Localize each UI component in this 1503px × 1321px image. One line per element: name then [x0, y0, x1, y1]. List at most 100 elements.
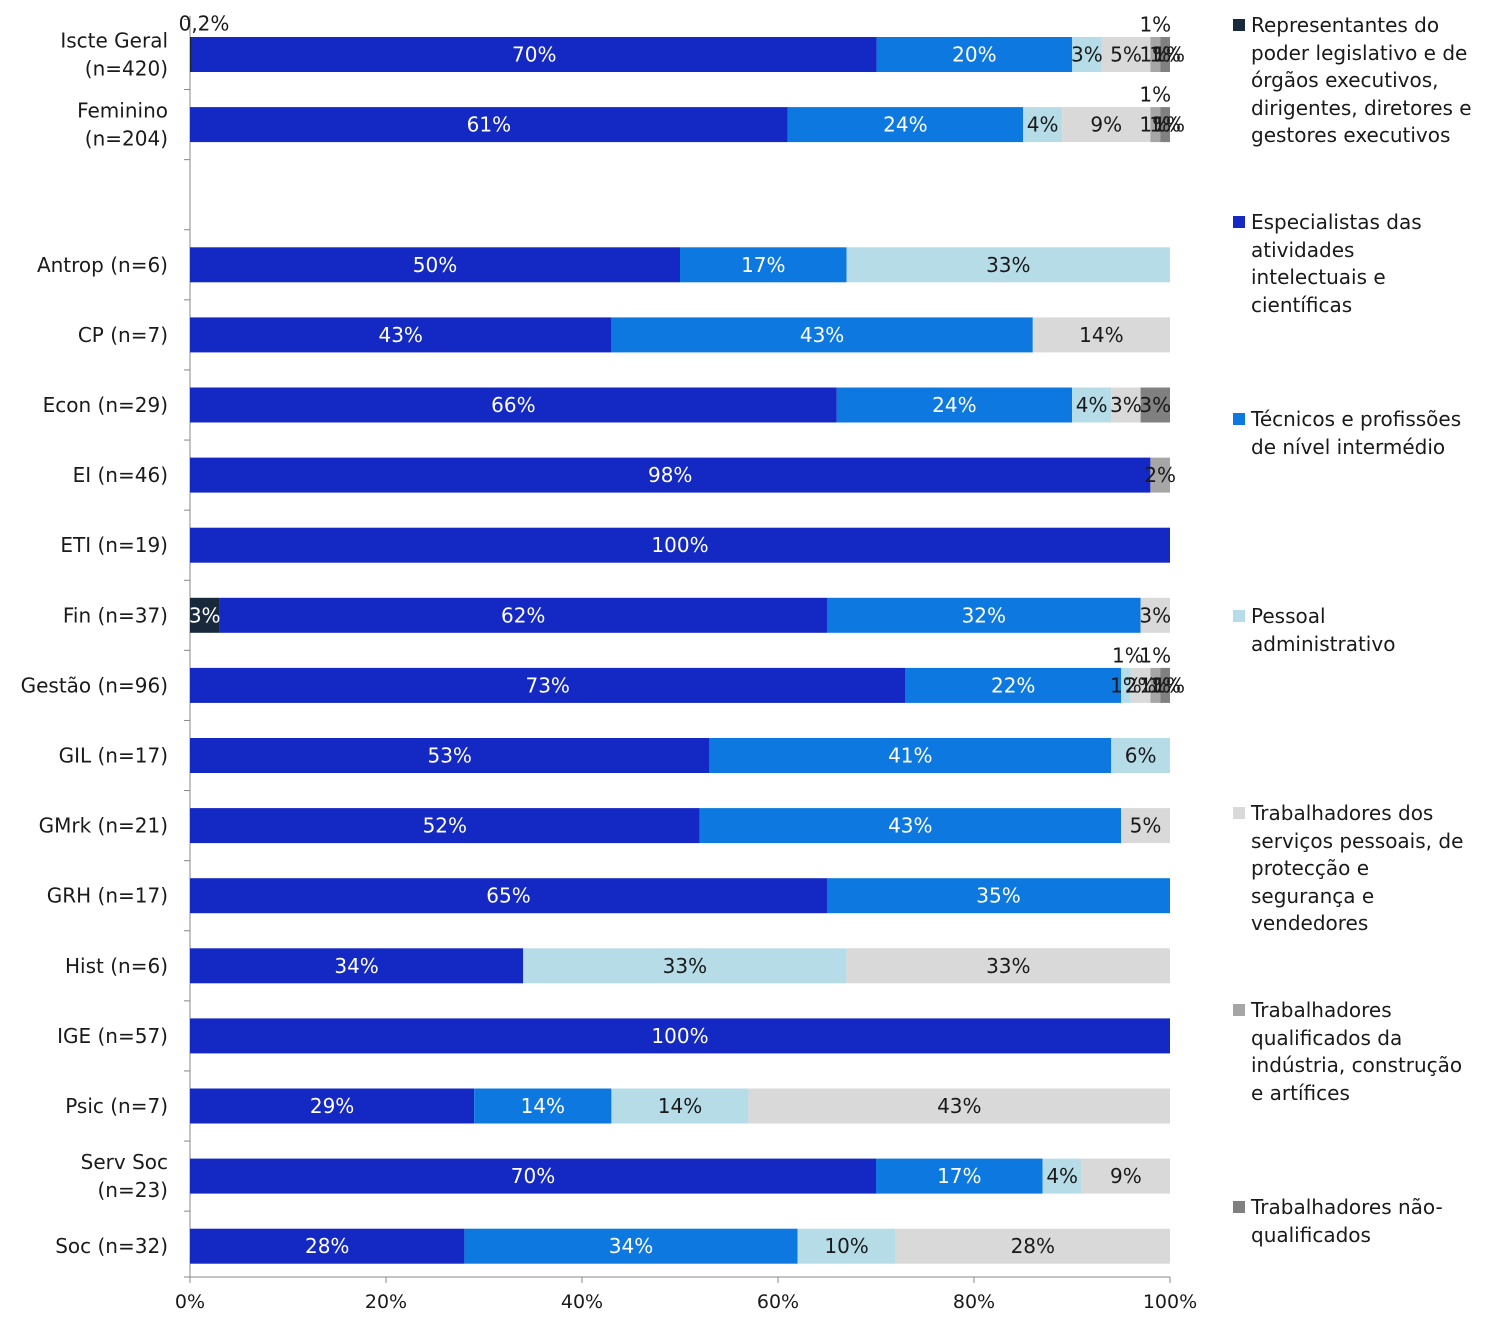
bar-callout-label: 1%	[1153, 673, 1185, 697]
y-category-label: ETI (n=19)	[60, 533, 168, 557]
bar-segment	[474, 1088, 612, 1124]
bar-data-label: 66%	[491, 393, 535, 417]
bar-segment	[1072, 37, 1102, 72]
bar-data-label: 41%	[888, 744, 932, 768]
bar-segment	[1150, 107, 1161, 143]
bar-data-label: 17%	[741, 253, 785, 277]
bar-segment	[190, 1158, 876, 1194]
bar-data-label: 98%	[648, 463, 692, 487]
y-category-label: Antrop (n=6)	[37, 253, 168, 277]
x-tick-label: 100%	[1143, 1291, 1197, 1313]
bar-segment	[1101, 37, 1151, 72]
bar-data-label: 32%	[962, 603, 1006, 627]
bar-segment	[190, 1088, 475, 1124]
chart-plot-area: 0% 20% 40% 60% 80% 100% Iscte Geral (n=420) Femi…	[21, 12, 1198, 1314]
bar-data-label: 28%	[305, 1234, 349, 1258]
bar-segment	[190, 317, 612, 353]
bar-data-label: 0,2%	[179, 12, 230, 36]
bar-data-label: 17%	[937, 1164, 981, 1188]
bar-data-label: 4%	[1046, 1164, 1078, 1188]
bar-segment	[190, 387, 837, 423]
bar-callout-label: 1%	[1139, 13, 1171, 37]
bar-segment	[190, 808, 700, 844]
bar-segment	[1140, 387, 1170, 423]
bar-data-label: 62%	[501, 603, 545, 627]
bar-segment	[1121, 808, 1170, 844]
bar-segment	[827, 878, 1170, 914]
bar-data-label: 43%	[937, 1094, 981, 1118]
bar-data-label: 2%	[1125, 673, 1157, 697]
bar-data-label: 43%	[800, 323, 844, 347]
bar-data-label: 1%	[1149, 113, 1181, 137]
legend-swatch	[1233, 1201, 1245, 1213]
y-category-label: GIL (n=17)	[59, 744, 168, 768]
bar-segment	[190, 597, 220, 633]
bar-data-label: 34%	[334, 954, 378, 978]
bar-segment	[1032, 317, 1170, 353]
bar-data-label: 14%	[521, 1094, 565, 1118]
bar-data-label: 1%	[1139, 673, 1171, 697]
legend-item: Pessoal administrativo	[1233, 603, 1503, 658]
bar-data-label: 70%	[511, 1164, 555, 1188]
legend-swatch	[1233, 610, 1245, 622]
bar-data-label: 22%	[991, 673, 1035, 697]
bar-segment	[797, 1228, 896, 1264]
legend-swatch	[1233, 413, 1245, 425]
bar-data-label: 5%	[1110, 43, 1142, 67]
bar-data-label: 3%	[189, 603, 221, 627]
y-category-label: Feminino	[77, 99, 168, 123]
bar-segment	[895, 1228, 1170, 1264]
bar-segment	[1160, 37, 1170, 72]
bar-data-label: 100%	[651, 533, 708, 557]
bar-data-label: 3%	[1071, 43, 1103, 67]
x-tick-label: 60%	[757, 1291, 799, 1313]
bar-data-label: 14%	[658, 1094, 702, 1118]
legend-swatch	[1233, 216, 1245, 228]
x-tick-label: 0%	[175, 1291, 205, 1313]
bar-data-label: 1%	[1139, 113, 1171, 137]
bar-segment	[1160, 107, 1170, 143]
bar-segment	[1111, 738, 1170, 773]
bar-segment	[611, 1088, 749, 1124]
y-category-label: (n=23)	[98, 1178, 169, 1202]
bar-segment	[190, 1018, 1170, 1054]
bar-segment	[191, 37, 877, 72]
bar-segment	[787, 107, 1023, 143]
bar-data-label: 1%	[1149, 673, 1181, 697]
bar-data-label: 10%	[824, 1234, 868, 1258]
bar-data-label: 70%	[512, 43, 556, 67]
bar-segment	[836, 387, 1072, 423]
bar-data-label: 20%	[952, 43, 996, 67]
legend-label: Trabalhadores qualificados da indústria, c…	[1251, 998, 1463, 1105]
y-category-label: (n=420)	[85, 57, 168, 81]
bar-segment	[190, 667, 906, 703]
bar-callout-label: 1%	[1139, 83, 1171, 107]
bar-segment	[1130, 667, 1151, 703]
bar-callout-label: 1%	[1153, 113, 1185, 137]
bar-data-label: 34%	[609, 1234, 653, 1258]
bar-data-label: 4%	[1076, 393, 1108, 417]
bar-data-label: 24%	[883, 113, 927, 137]
y-category-label: Psic (n=7)	[65, 1094, 168, 1118]
bar-data-label: 35%	[976, 884, 1020, 908]
legend-label: Técnicos e profissões de nível intermédio	[1251, 407, 1462, 459]
bar-segment	[1150, 37, 1161, 72]
y-category-label: GMrk (n=21)	[39, 814, 168, 838]
bar-segment	[1160, 667, 1170, 703]
bar-data-label: 100%	[651, 1024, 708, 1048]
y-category-label: Gestão (n=96)	[21, 673, 168, 697]
y-category-label: (n=204)	[85, 127, 168, 151]
bar-callout-label: 1%	[1112, 643, 1144, 667]
legend-label: Trabalhadores não-qualificados	[1251, 1195, 1443, 1247]
bar-data-label: 9%	[1110, 1164, 1142, 1188]
bar-data-label: 61%	[467, 113, 511, 137]
bar-segment	[680, 247, 847, 283]
bar-segment	[190, 1228, 465, 1264]
bar-callout-label: 1%	[1139, 643, 1171, 667]
bar-data-label: 28%	[1011, 1234, 1055, 1258]
bar-segment	[1140, 597, 1170, 633]
bar-data-label: 3%	[1139, 603, 1171, 627]
legend-label: Especialistas das atividades intelectuais …	[1251, 210, 1422, 317]
bar-segment	[190, 37, 192, 72]
